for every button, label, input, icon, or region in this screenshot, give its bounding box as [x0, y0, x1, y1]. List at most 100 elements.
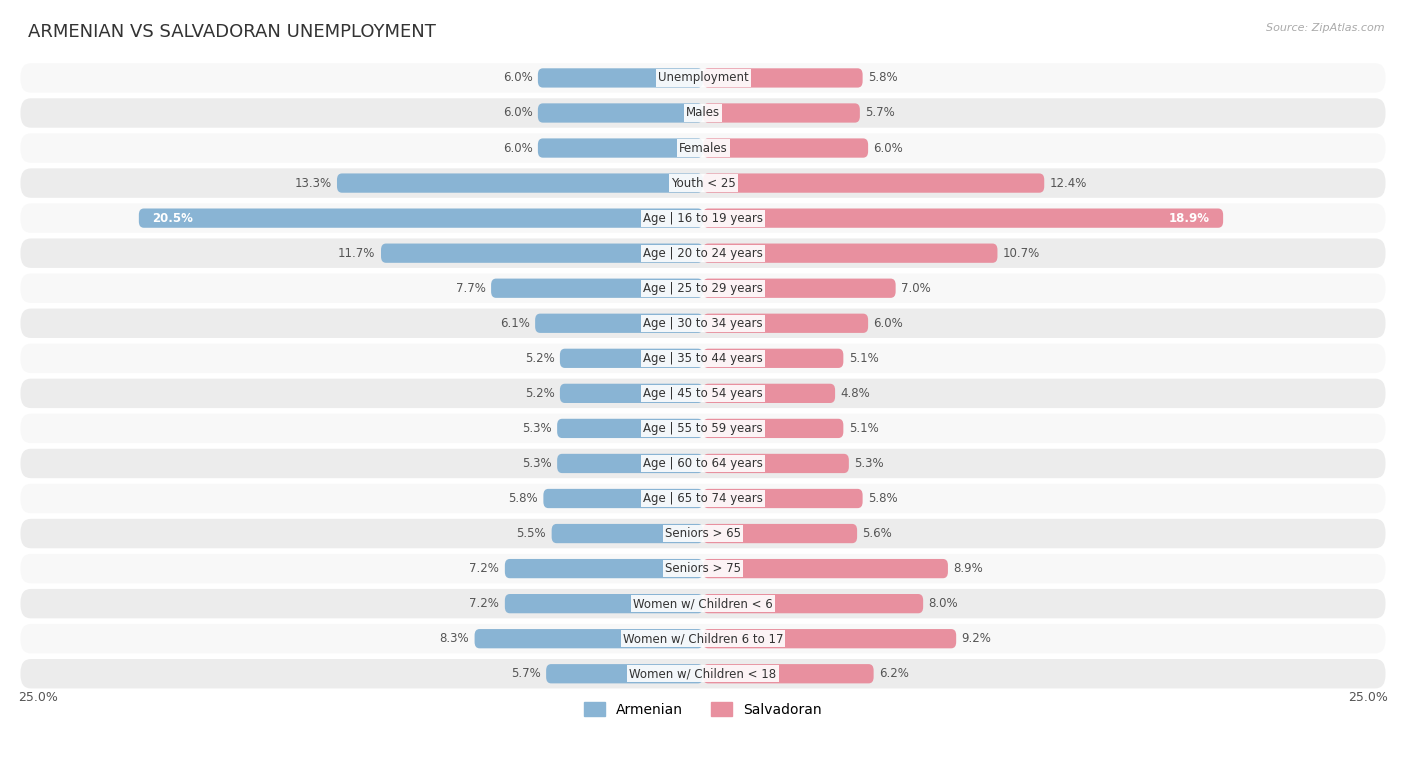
Text: 7.2%: 7.2% — [470, 562, 499, 575]
FancyBboxPatch shape — [381, 244, 703, 263]
FancyBboxPatch shape — [538, 104, 703, 123]
FancyBboxPatch shape — [21, 133, 1385, 163]
FancyBboxPatch shape — [703, 384, 835, 403]
FancyBboxPatch shape — [703, 664, 873, 684]
FancyBboxPatch shape — [560, 349, 703, 368]
FancyBboxPatch shape — [21, 309, 1385, 338]
Text: Age | 30 to 34 years: Age | 30 to 34 years — [643, 316, 763, 330]
Text: 5.8%: 5.8% — [868, 492, 898, 505]
FancyBboxPatch shape — [21, 484, 1385, 513]
Text: Source: ZipAtlas.com: Source: ZipAtlas.com — [1267, 23, 1385, 33]
Text: Males: Males — [686, 107, 720, 120]
Text: Age | 60 to 64 years: Age | 60 to 64 years — [643, 457, 763, 470]
FancyBboxPatch shape — [703, 419, 844, 438]
Text: Age | 65 to 74 years: Age | 65 to 74 years — [643, 492, 763, 505]
Legend: Armenian, Salvadoran: Armenian, Salvadoran — [579, 696, 827, 722]
Text: 5.5%: 5.5% — [516, 527, 546, 540]
Text: Women w/ Children < 6: Women w/ Children < 6 — [633, 597, 773, 610]
Text: 8.0%: 8.0% — [929, 597, 959, 610]
Text: 6.0%: 6.0% — [873, 316, 904, 330]
FancyBboxPatch shape — [21, 238, 1385, 268]
FancyBboxPatch shape — [703, 208, 1223, 228]
Text: 5.7%: 5.7% — [510, 667, 541, 681]
Text: ARMENIAN VS SALVADORAN UNEMPLOYMENT: ARMENIAN VS SALVADORAN UNEMPLOYMENT — [28, 23, 436, 41]
FancyBboxPatch shape — [21, 168, 1385, 198]
FancyBboxPatch shape — [703, 244, 997, 263]
FancyBboxPatch shape — [536, 313, 703, 333]
Text: Females: Females — [679, 142, 727, 154]
FancyBboxPatch shape — [557, 419, 703, 438]
FancyBboxPatch shape — [546, 664, 703, 684]
Text: Seniors > 65: Seniors > 65 — [665, 527, 741, 540]
FancyBboxPatch shape — [21, 413, 1385, 443]
Text: 5.1%: 5.1% — [849, 352, 879, 365]
Text: 5.3%: 5.3% — [855, 457, 884, 470]
FancyBboxPatch shape — [21, 589, 1385, 618]
Text: 5.3%: 5.3% — [522, 422, 551, 435]
FancyBboxPatch shape — [538, 68, 703, 88]
FancyBboxPatch shape — [703, 453, 849, 473]
Text: Women w/ Children < 18: Women w/ Children < 18 — [630, 667, 776, 681]
Text: 4.8%: 4.8% — [841, 387, 870, 400]
Text: 5.7%: 5.7% — [865, 107, 896, 120]
Text: 25.0%: 25.0% — [1348, 691, 1388, 704]
Text: 20.5%: 20.5% — [153, 212, 194, 225]
FancyBboxPatch shape — [557, 453, 703, 473]
Text: Age | 35 to 44 years: Age | 35 to 44 years — [643, 352, 763, 365]
FancyBboxPatch shape — [703, 594, 924, 613]
Text: 5.8%: 5.8% — [508, 492, 538, 505]
FancyBboxPatch shape — [491, 279, 703, 298]
FancyBboxPatch shape — [337, 173, 703, 193]
Text: 5.6%: 5.6% — [863, 527, 893, 540]
Text: Age | 55 to 59 years: Age | 55 to 59 years — [643, 422, 763, 435]
FancyBboxPatch shape — [703, 139, 868, 157]
Text: Unemployment: Unemployment — [658, 71, 748, 85]
FancyBboxPatch shape — [703, 489, 863, 508]
FancyBboxPatch shape — [139, 208, 703, 228]
FancyBboxPatch shape — [21, 64, 1385, 92]
FancyBboxPatch shape — [703, 313, 868, 333]
FancyBboxPatch shape — [21, 554, 1385, 584]
FancyBboxPatch shape — [21, 98, 1385, 128]
FancyBboxPatch shape — [21, 344, 1385, 373]
Text: 11.7%: 11.7% — [337, 247, 375, 260]
FancyBboxPatch shape — [543, 489, 703, 508]
Text: Women w/ Children 6 to 17: Women w/ Children 6 to 17 — [623, 632, 783, 645]
Text: 10.7%: 10.7% — [1002, 247, 1040, 260]
Text: 6.0%: 6.0% — [502, 71, 533, 85]
Text: 6.2%: 6.2% — [879, 667, 910, 681]
FancyBboxPatch shape — [560, 384, 703, 403]
Text: 5.2%: 5.2% — [524, 387, 554, 400]
FancyBboxPatch shape — [21, 659, 1385, 688]
Text: Age | 25 to 29 years: Age | 25 to 29 years — [643, 282, 763, 294]
Text: 6.0%: 6.0% — [873, 142, 904, 154]
Text: 25.0%: 25.0% — [18, 691, 58, 704]
Text: 6.1%: 6.1% — [499, 316, 530, 330]
FancyBboxPatch shape — [505, 594, 703, 613]
Text: 8.9%: 8.9% — [953, 562, 983, 575]
FancyBboxPatch shape — [21, 204, 1385, 233]
Text: 7.0%: 7.0% — [901, 282, 931, 294]
Text: 5.3%: 5.3% — [522, 457, 551, 470]
Text: 9.2%: 9.2% — [962, 632, 991, 645]
FancyBboxPatch shape — [538, 139, 703, 157]
Text: 18.9%: 18.9% — [1168, 212, 1209, 225]
FancyBboxPatch shape — [703, 559, 948, 578]
Text: 6.0%: 6.0% — [502, 142, 533, 154]
FancyBboxPatch shape — [703, 68, 863, 88]
Text: 12.4%: 12.4% — [1050, 176, 1087, 189]
Text: Age | 45 to 54 years: Age | 45 to 54 years — [643, 387, 763, 400]
FancyBboxPatch shape — [703, 629, 956, 648]
Text: 5.1%: 5.1% — [849, 422, 879, 435]
FancyBboxPatch shape — [21, 449, 1385, 478]
Text: Age | 20 to 24 years: Age | 20 to 24 years — [643, 247, 763, 260]
Text: 7.7%: 7.7% — [456, 282, 485, 294]
FancyBboxPatch shape — [475, 629, 703, 648]
Text: 6.0%: 6.0% — [502, 107, 533, 120]
Text: Age | 16 to 19 years: Age | 16 to 19 years — [643, 212, 763, 225]
Text: 8.3%: 8.3% — [440, 632, 470, 645]
FancyBboxPatch shape — [703, 173, 1045, 193]
Text: 5.2%: 5.2% — [524, 352, 554, 365]
Text: 13.3%: 13.3% — [294, 176, 332, 189]
FancyBboxPatch shape — [703, 104, 860, 123]
